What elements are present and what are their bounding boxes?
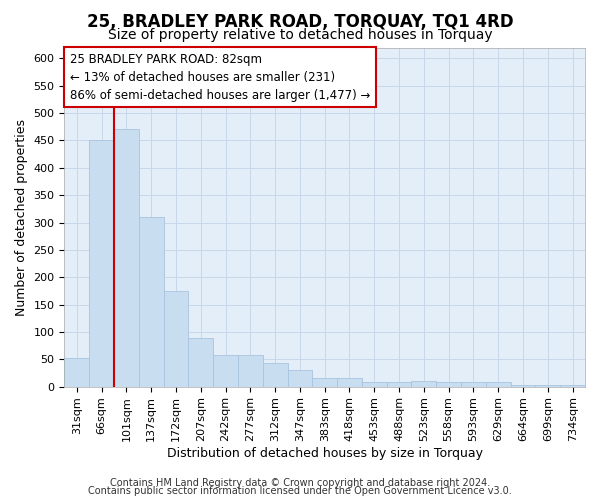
Bar	[64, 358, 89, 386]
Bar	[486, 382, 511, 386]
Bar	[114, 129, 139, 386]
Text: Contains HM Land Registry data © Crown copyright and database right 2024.: Contains HM Land Registry data © Crown c…	[110, 478, 490, 488]
Text: Size of property relative to detached houses in Torquay: Size of property relative to detached ho…	[107, 28, 493, 42]
Text: 25 BRADLEY PARK ROAD: 82sqm
← 13% of detached houses are smaller (231)
86% of se: 25 BRADLEY PARK ROAD: 82sqm ← 13% of det…	[70, 52, 370, 102]
Bar	[263, 363, 287, 386]
Bar	[337, 378, 362, 386]
Text: Contains public sector information licensed under the Open Government Licence v3: Contains public sector information licen…	[88, 486, 512, 496]
Y-axis label: Number of detached properties: Number of detached properties	[15, 118, 28, 316]
Bar	[461, 382, 486, 386]
Bar	[412, 381, 436, 386]
Bar	[139, 217, 164, 386]
X-axis label: Distribution of detached houses by size in Torquay: Distribution of detached houses by size …	[167, 447, 483, 460]
Text: 25, BRADLEY PARK ROAD, TORQUAY, TQ1 4RD: 25, BRADLEY PARK ROAD, TORQUAY, TQ1 4RD	[86, 12, 514, 30]
Bar	[188, 338, 213, 386]
Bar	[511, 385, 535, 386]
Bar	[313, 378, 337, 386]
Bar	[89, 140, 114, 386]
Bar	[436, 382, 461, 386]
Bar	[287, 370, 313, 386]
Bar	[560, 385, 585, 386]
Bar	[238, 355, 263, 386]
Bar	[164, 291, 188, 386]
Bar	[213, 355, 238, 386]
Bar	[362, 382, 386, 386]
Bar	[535, 385, 560, 386]
Bar	[386, 382, 412, 386]
